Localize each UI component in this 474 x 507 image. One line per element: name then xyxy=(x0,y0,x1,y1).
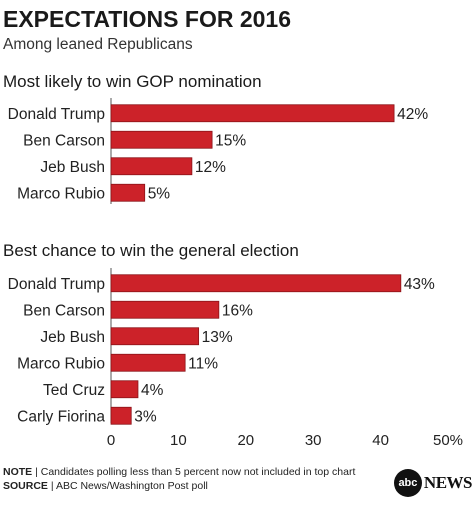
bar xyxy=(110,104,395,123)
bar xyxy=(110,353,186,372)
data-label: 5% xyxy=(148,185,171,202)
category-label: Donald Trump xyxy=(8,106,105,123)
category-label: Ben Carson xyxy=(23,302,105,319)
bar xyxy=(110,183,146,202)
note-label: NOTE xyxy=(3,466,33,478)
x-tick-label: 40 xyxy=(372,432,389,449)
bar xyxy=(110,327,200,346)
footer-note: NOTE | Candidates polling less than 5 pe… xyxy=(3,466,355,478)
data-label: 12% xyxy=(195,159,226,176)
abc-news-logo: abc NEWS xyxy=(393,468,473,498)
x-tick-label: 50% xyxy=(433,432,463,449)
abc-logo-mark: abc xyxy=(393,469,422,497)
data-label: 15% xyxy=(215,132,246,149)
footer-source: SOURCE | ABC News/Washington Post poll xyxy=(3,480,208,492)
bar xyxy=(110,380,139,399)
section-title-nomination: Most likely to win GOP nomination xyxy=(3,72,262,91)
category-label: Jeb Bush xyxy=(40,329,105,346)
section-title-general-election: Best chance to win the general election xyxy=(3,241,299,260)
note-separator: | xyxy=(35,466,41,478)
data-label: 13% xyxy=(202,329,233,346)
x-tick-label: 20 xyxy=(237,432,254,449)
bar xyxy=(110,274,402,293)
bar-chart: Donald Trump 42% Ben Carson 15% Jeb Bush 12% M… xyxy=(8,98,463,449)
chart-title: EXPECTATIONS FOR 2016 xyxy=(3,6,291,32)
bar xyxy=(110,157,193,176)
data-label: 43% xyxy=(404,276,435,293)
category-label: Ben Carson xyxy=(23,132,105,149)
category-label: Marco Rubio xyxy=(17,355,105,372)
data-label: 16% xyxy=(222,302,253,319)
x-tick-label: 0 xyxy=(107,432,115,449)
category-label: Ted Cruz xyxy=(43,382,105,399)
category-label: Marco Rubio xyxy=(17,185,105,202)
data-label: 11% xyxy=(188,355,218,372)
x-tick-label: 30 xyxy=(305,432,322,449)
bar xyxy=(110,300,220,319)
category-label: Carly Fiorina xyxy=(17,408,105,425)
category-label: Donald Trump xyxy=(8,276,105,293)
chart-subtitle: Among leaned Republicans xyxy=(3,36,193,53)
source-text: ABC News/Washington Post poll xyxy=(55,480,208,492)
data-label: 3% xyxy=(134,408,157,425)
note-text: Candidates polling less than 5 percent n… xyxy=(40,466,356,478)
category-label: Jeb Bush xyxy=(40,159,105,176)
source-separator: | xyxy=(50,480,56,492)
data-label: 4% xyxy=(141,382,164,399)
bar xyxy=(110,130,213,149)
x-tick-label: 10 xyxy=(170,432,187,449)
abc-logo-text: NEWS xyxy=(423,473,473,492)
source-label: SOURCE xyxy=(3,480,48,492)
bar xyxy=(110,406,132,425)
data-label: 42% xyxy=(397,106,428,123)
